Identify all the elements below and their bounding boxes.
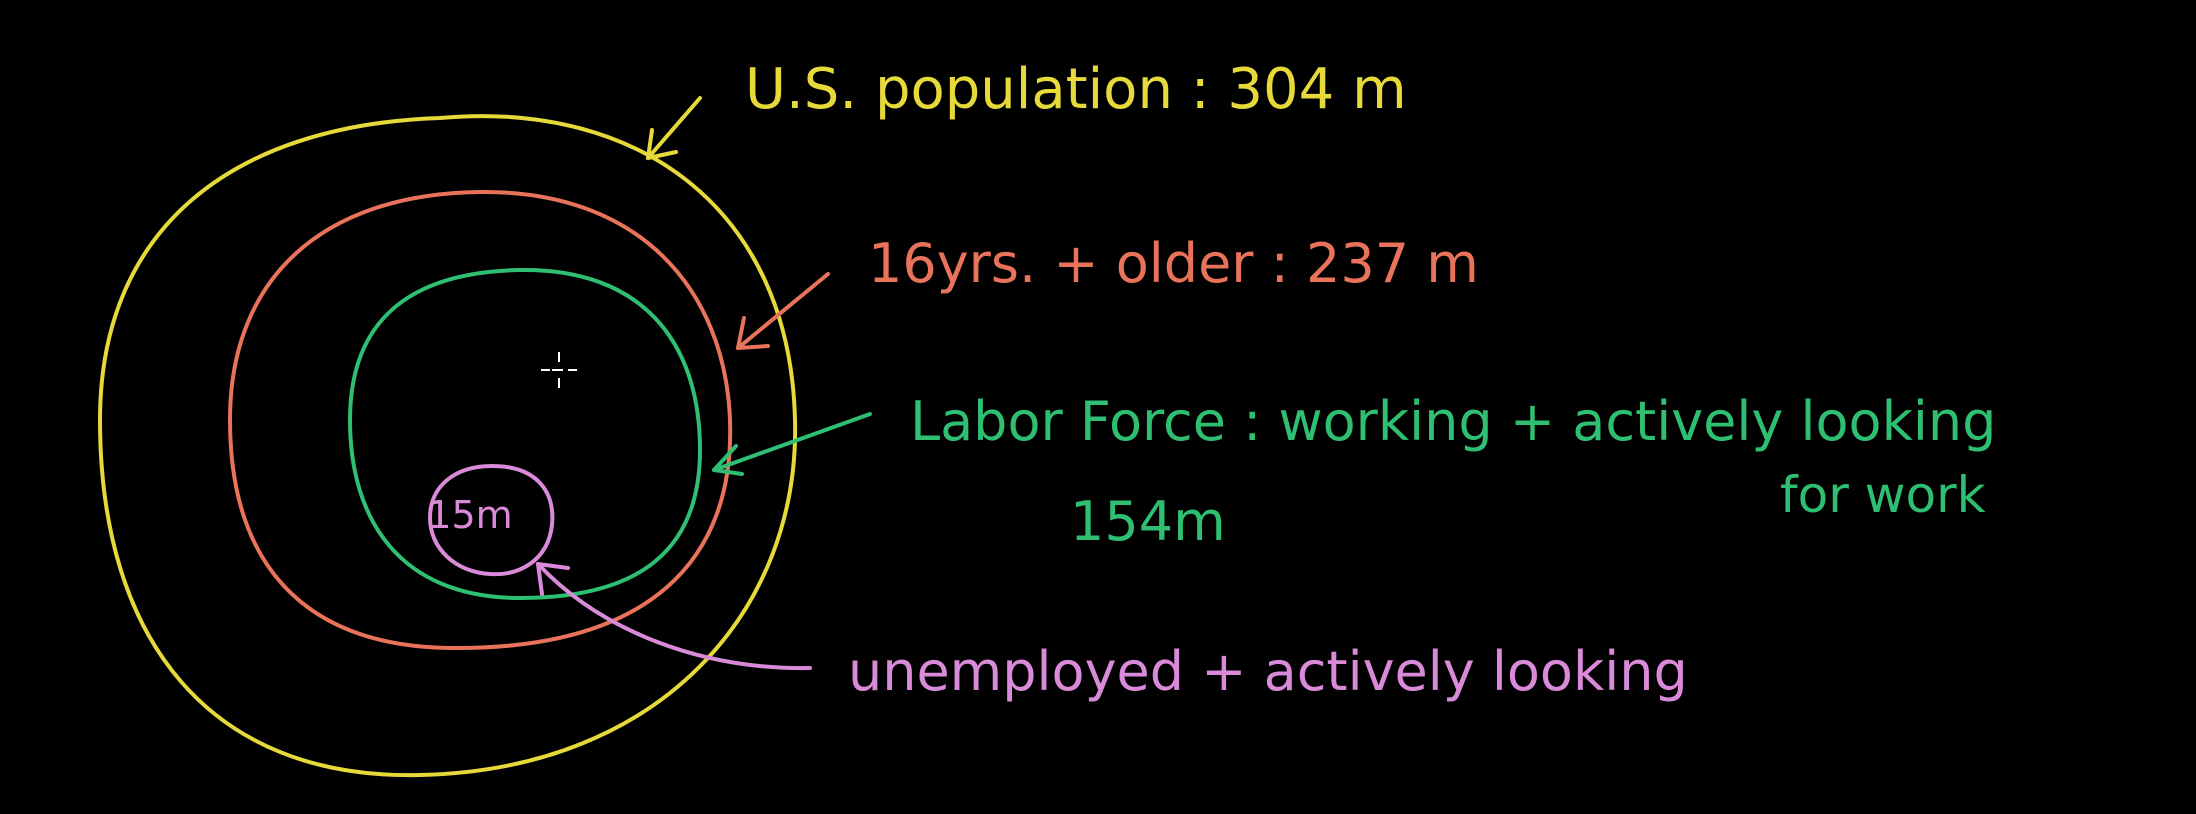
crosshair-cursor-icon	[541, 352, 577, 388]
age-16-plus-label: 16yrs. + older : 237 m	[868, 232, 1479, 295]
us-population-circle	[97, 114, 798, 778]
age-16-plus-circle	[227, 189, 733, 651]
labor-force-label-line2: for work	[1780, 466, 1986, 524]
unemployed-label: unemployed + actively looking	[848, 640, 1688, 703]
unemployed-circle	[427, 463, 555, 577]
us-population-arrow	[646, 96, 702, 160]
age-16-plus-arrow	[736, 272, 830, 350]
unemployed-circle-label: 15m	[427, 493, 512, 537]
unemployed-arrow	[536, 562, 812, 671]
us-population-label: U.S. population : 304 m	[745, 57, 1407, 122]
labor-force-circle	[347, 267, 703, 601]
labor-force-value: 154m	[1070, 490, 1226, 553]
labor-force-arrow	[712, 412, 872, 476]
labor-force-label-line1: Labor Force : working + actively looking	[910, 390, 1996, 453]
